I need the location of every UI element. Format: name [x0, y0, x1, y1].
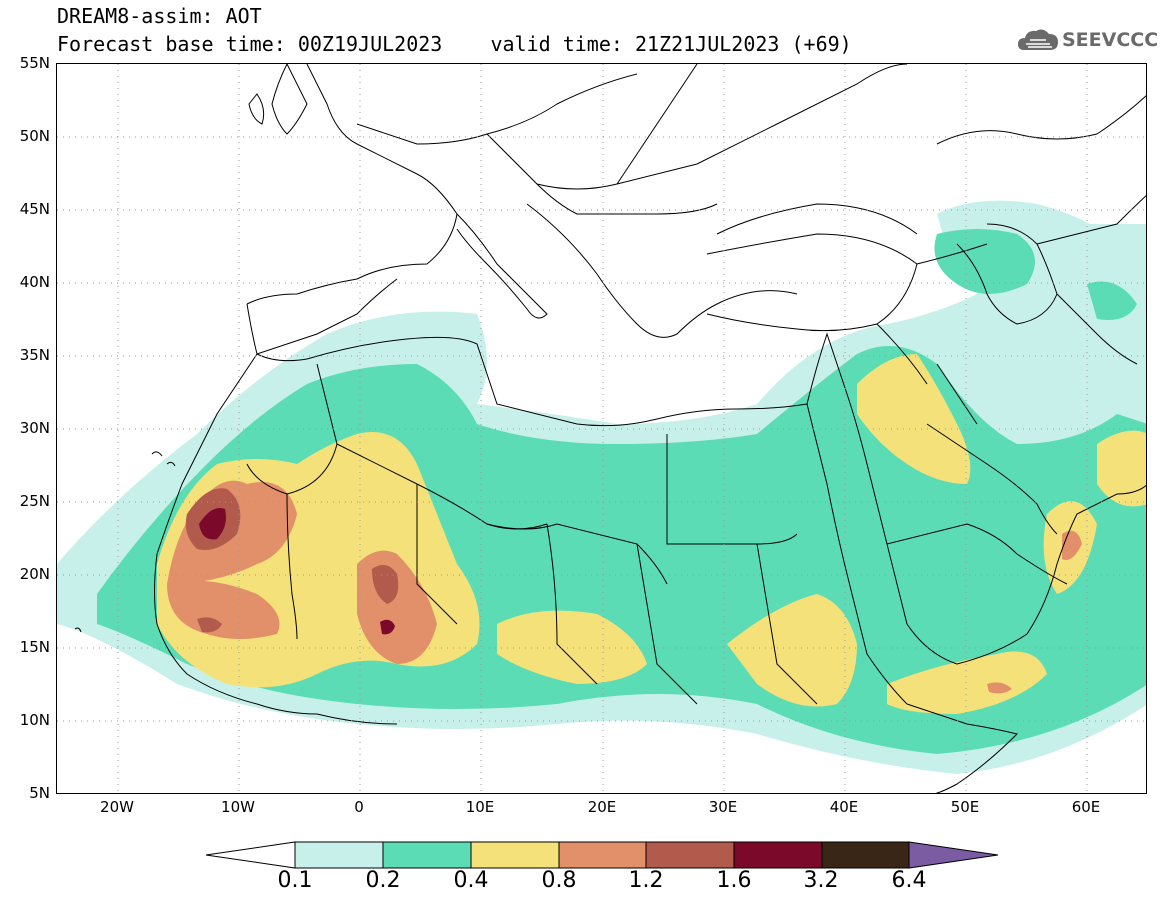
colorbar-label: 0.2 — [365, 868, 401, 893]
colorbar-under-arrow — [205, 841, 296, 869]
lat-label: 45N — [19, 200, 50, 218]
colorbar — [205, 841, 999, 869]
colorbar-bin — [558, 841, 647, 869]
aot-field — [57, 200, 1146, 774]
logo-text: SEEVCCC — [1062, 29, 1159, 51]
lon-label: 30E — [708, 798, 738, 816]
colorbar-bin — [382, 841, 472, 869]
lon-label: 20E — [587, 798, 617, 816]
colorbar-label: 3.2 — [803, 868, 839, 893]
lat-label: 10N — [19, 711, 50, 729]
map-title: DREAM8-assim: AOT — [57, 4, 262, 28]
colorbar-label: 0.8 — [541, 868, 577, 893]
colorbar-label: 1.6 — [716, 868, 752, 893]
lat-label: 5N — [29, 784, 50, 802]
colorbar-over-arrow — [908, 841, 999, 869]
colorbar-bin — [470, 841, 560, 869]
lat-label: 20N — [19, 565, 50, 583]
lon-label: 10W — [221, 798, 255, 816]
lat-label: 25N — [19, 492, 50, 510]
lon-label: 60E — [1071, 798, 1101, 816]
coastlines — [74, 64, 1146, 793]
colorbar-label: 0.1 — [277, 868, 313, 893]
lon-label: 40E — [829, 798, 859, 816]
colorbar-label: 1.2 — [628, 868, 664, 893]
aot-map — [56, 63, 1147, 794]
colorbar-bin — [294, 841, 384, 869]
lon-label: 0 — [354, 798, 364, 816]
lon-label: 20W — [100, 798, 134, 816]
forecast-time-line: Forecast base time: 00Z19JUL2023 valid t… — [57, 32, 852, 56]
colorbar-label: 6.4 — [891, 868, 927, 893]
colorbar-bin — [645, 841, 735, 869]
colorbar-bin — [821, 841, 910, 869]
colorbar-bin — [733, 841, 823, 869]
cloud-icon — [1018, 29, 1058, 50]
lon-label: 50E — [950, 798, 980, 816]
lat-label: 35N — [19, 346, 50, 364]
lon-label: 10E — [465, 798, 495, 816]
lat-label: 15N — [19, 638, 50, 656]
colorbar-label: 0.4 — [453, 868, 489, 893]
lat-label: 55N — [19, 54, 50, 72]
lat-label: 30N — [19, 419, 50, 437]
lat-label: 40N — [19, 273, 50, 291]
lat-label: 50N — [19, 127, 50, 145]
